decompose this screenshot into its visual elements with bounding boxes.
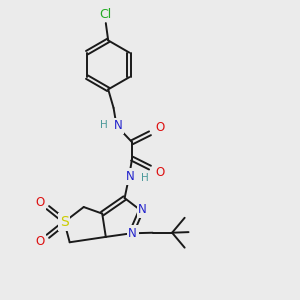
Text: H: H bbox=[141, 173, 148, 183]
Text: N: N bbox=[128, 227, 137, 240]
Text: N: N bbox=[138, 203, 147, 216]
Text: N: N bbox=[114, 119, 122, 132]
Text: O: O bbox=[156, 122, 165, 134]
Text: Cl: Cl bbox=[99, 8, 111, 21]
Text: O: O bbox=[35, 235, 44, 248]
Text: N: N bbox=[126, 170, 135, 183]
Text: H: H bbox=[100, 120, 108, 130]
Text: S: S bbox=[60, 215, 69, 229]
Text: O: O bbox=[156, 167, 165, 179]
Text: O: O bbox=[35, 196, 44, 209]
